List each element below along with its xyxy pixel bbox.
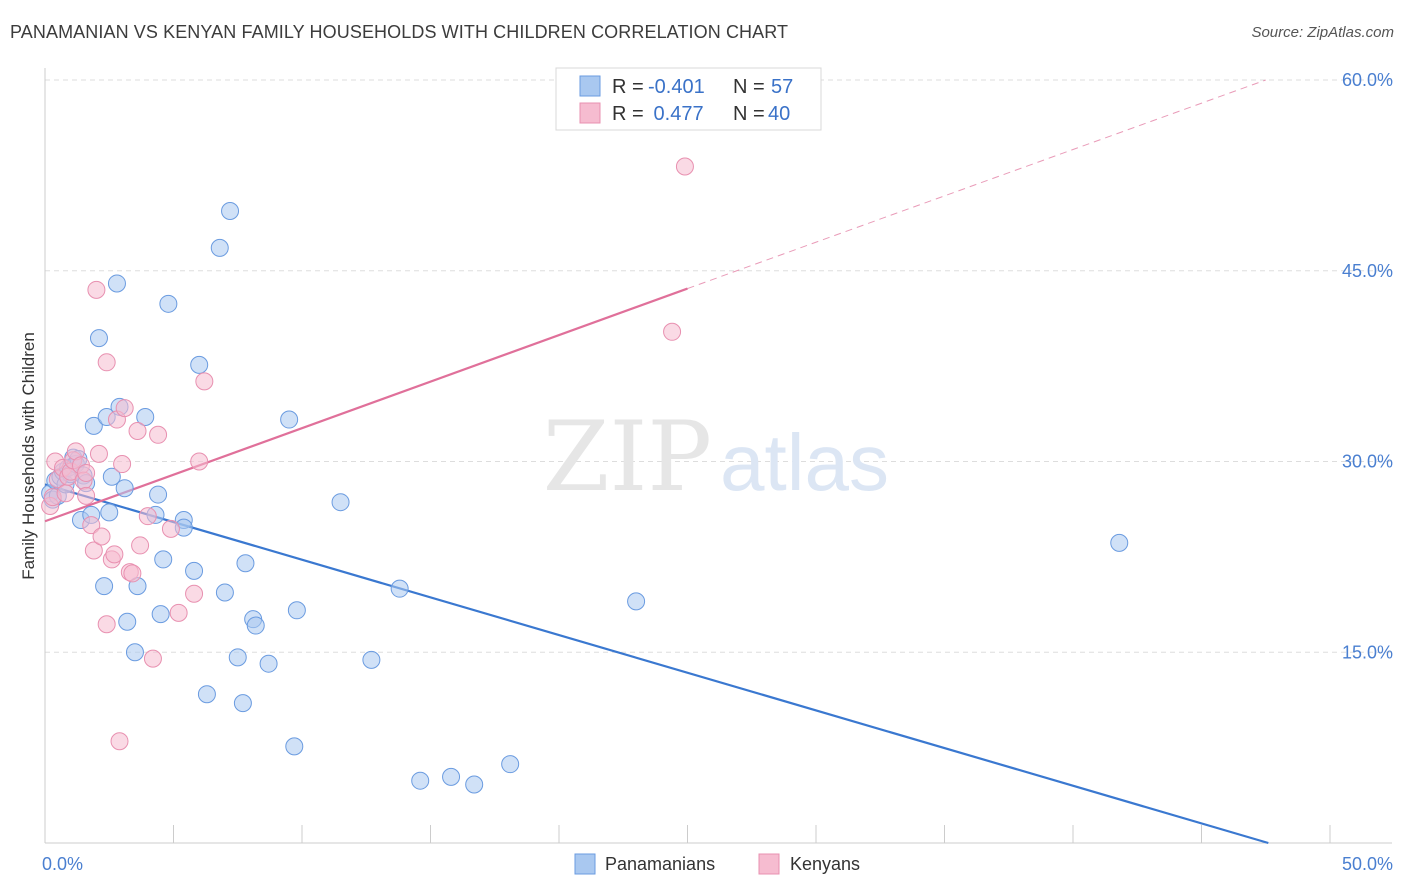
panamanian-point-24 [115, 479, 134, 498]
panamanian-point-28 [136, 407, 155, 426]
y-tick-label-3: 60.0% [1342, 70, 1393, 90]
panamanian-point-39 [210, 238, 229, 257]
panamanian-point-44 [236, 554, 255, 573]
legend-swatch-panamanians [579, 75, 601, 97]
kenyan-point-28 [123, 564, 142, 583]
panamanian-point-25 [118, 612, 137, 631]
panamanian-point-32 [154, 550, 173, 569]
kenyan-point-38 [195, 372, 214, 391]
panamanian-point-17 [89, 329, 108, 348]
kenyan-point-29 [128, 421, 147, 440]
kenyan-point-31 [138, 507, 157, 526]
panamanian-point-33 [159, 294, 178, 313]
series-legend-swatch-kenyans [758, 853, 780, 875]
watermark-atlas: atlas [720, 418, 889, 507]
panamanian-trend-line [44, 483, 1269, 845]
kenyan-trend-line [44, 287, 688, 523]
kenyan-point-25 [113, 455, 132, 474]
legend-swatch-kenyans [579, 102, 601, 124]
kenyan-point-20 [97, 615, 116, 634]
kenyan-point-36 [185, 584, 204, 603]
kenyan-point-17 [89, 444, 108, 463]
series-legend-label-kenyans: Kenyans [790, 854, 860, 874]
y-tick-label-1: 30.0% [1342, 452, 1393, 472]
data-points [41, 157, 1129, 794]
kenyan-point-14 [82, 516, 101, 535]
y-tick-label-2: 45.0% [1342, 261, 1393, 281]
legend-n-value-2: 40 [768, 103, 790, 125]
panamanian-point-42 [228, 648, 247, 667]
panamanian-point-37 [190, 355, 209, 374]
panamanian-point-51 [331, 493, 350, 512]
kenyan-point-39 [663, 322, 682, 341]
watermark-zip: ZIP [543, 401, 712, 513]
kenyan-point-15 [84, 541, 103, 560]
legend-r-value-1: -0.401 [648, 76, 705, 98]
axes [44, 68, 1392, 844]
chart-title: PANAMANIAN VS KENYAN FAMILY HOUSEHOLDS W… [10, 22, 789, 42]
legend-r-value-2: 0.477 [648, 103, 704, 125]
panamanian-point-59 [1110, 533, 1129, 552]
panamanian-point-50 [287, 601, 306, 620]
panamanian-point-36 [185, 561, 204, 580]
panamanian-point-31 [151, 605, 170, 624]
kenyan-point-5 [56, 484, 75, 503]
kenyan-point-34 [161, 519, 180, 538]
legend-r-label-2: R = [612, 103, 644, 125]
y-tick-label-0: 15.0% [1342, 642, 1393, 662]
panamanian-point-58 [627, 592, 646, 611]
tick-labels: 15.0% 30.0% 45.0% 60.0% 0.0% 50.0% [42, 70, 1393, 874]
panamanian-point-21 [102, 467, 121, 486]
panamanian-point-49 [285, 737, 304, 756]
x-tick-label-0: 0.0% [42, 854, 83, 874]
legend-r-label-1: R = [612, 76, 644, 98]
kenyan-point-16 [87, 280, 106, 299]
kenyan-point-37 [190, 452, 209, 471]
panamanian-point-20 [100, 503, 119, 522]
panamanian-point-26 [125, 643, 144, 662]
panamanian-point-43 [233, 694, 252, 713]
kenyan-point-30 [131, 536, 150, 555]
kenyan-point-33 [149, 425, 168, 444]
kenyan-point-19 [97, 353, 116, 372]
kenyan-point-13 [77, 486, 96, 505]
kenyan-point-12 [77, 463, 96, 482]
panamanian-point-56 [465, 775, 484, 794]
kenyan-point-22 [105, 545, 124, 564]
source-label: Source: ZipAtlas.com [1251, 24, 1394, 41]
panamanian-point-47 [259, 654, 278, 673]
x-tick-label-1: 50.0% [1342, 854, 1393, 874]
panamanian-point-22 [107, 274, 126, 293]
panamanian-point-52 [362, 650, 381, 669]
y-axis-title: Family Households with Children [19, 332, 38, 580]
panamanian-point-18 [95, 577, 114, 596]
panamanian-point-38 [197, 685, 216, 704]
panamanian-point-30 [149, 485, 168, 504]
kenyan-point-26 [115, 399, 134, 418]
panamanian-point-53 [390, 579, 409, 598]
panamanian-point-57 [501, 755, 520, 774]
panamanian-point-40 [215, 583, 234, 602]
kenyan-point-35 [169, 603, 188, 622]
panamanian-point-16 [84, 416, 103, 435]
panamanian-point-54 [411, 771, 430, 790]
series-legend-swatch-panamanians [574, 853, 596, 875]
legend-n-value-1: 57 [771, 76, 793, 98]
panamanian-point-48 [280, 410, 299, 429]
kenyan-point-40 [675, 157, 694, 176]
series-legend-label-panamanians: Panamanians [605, 854, 715, 874]
series-legend: Panamanians Kenyans [574, 853, 860, 875]
legend-n-label-1: N = [733, 76, 765, 98]
kenyan-point-18 [92, 527, 111, 546]
panamanian-point-41 [221, 201, 240, 220]
panamanian-point-46 [246, 616, 265, 635]
kenyan-trend-extension [687, 79, 1266, 290]
kenyan-point-24 [110, 732, 129, 751]
stats-legend: R = -0.401 N = 57 R = 0.477 N = 40 [555, 67, 822, 131]
trend-lines [44, 79, 1269, 845]
kenyan-point-32 [143, 649, 162, 668]
legend-n-label-2: N = [733, 103, 765, 125]
panamanian-point-55 [442, 767, 461, 786]
